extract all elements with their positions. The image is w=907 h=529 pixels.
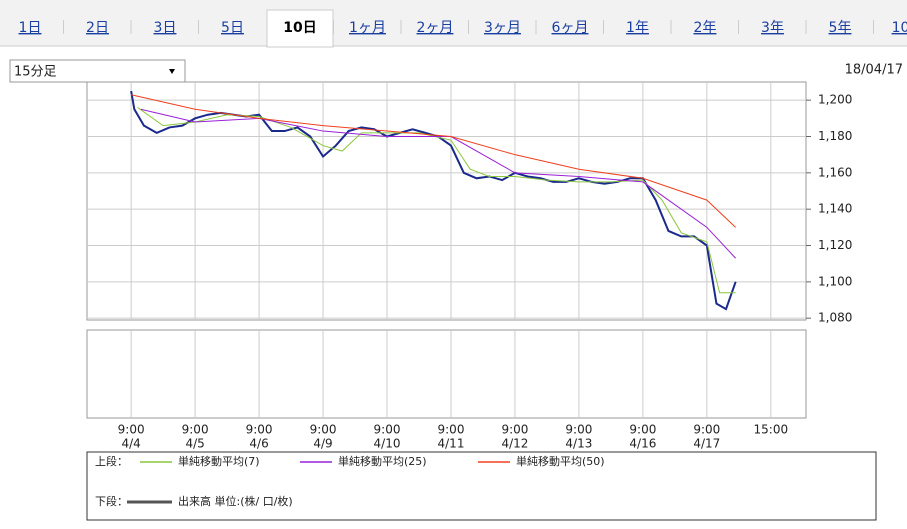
- x-tick-label: 9:00: [118, 423, 145, 437]
- tab[interactable]: 10年: [892, 20, 907, 36]
- legend-label: 単純移動平均(50): [516, 454, 605, 468]
- x-tick-label: 9:00: [501, 423, 528, 437]
- tab[interactable]: 10日: [283, 20, 316, 36]
- tab[interactable]: 3ヶ月: [484, 20, 521, 36]
- x-tick-label: 4/16: [629, 437, 656, 451]
- x-tick-label: 9:00: [438, 423, 465, 437]
- x-tick-label: 9:00: [182, 423, 209, 437]
- x-tick-label: 4/13: [565, 437, 592, 451]
- x-tick-label: 4/12: [501, 437, 528, 451]
- x-tick-label: 9:00: [374, 423, 401, 437]
- y-tick-label: 1,160: [818, 165, 852, 179]
- ma-line: [131, 94, 736, 228]
- x-tick-label: 9:00: [246, 423, 273, 437]
- x-tick-label: 9:00: [629, 423, 656, 437]
- y-tick-label: 1,080: [818, 311, 852, 325]
- legend-group-label: 上段：: [95, 454, 128, 468]
- tab-bar: [0, 0, 907, 46]
- tab[interactable]: 3年: [761, 20, 784, 36]
- tab[interactable]: 2ヶ月: [417, 20, 454, 36]
- x-tick-label: 15:00: [754, 423, 789, 437]
- x-tick-label: 4/5: [185, 437, 204, 451]
- date: 18/04/17: [845, 63, 903, 78]
- legend-group-label: 下段：: [95, 494, 128, 508]
- tab[interactable]: 2日: [86, 20, 109, 36]
- legend-label: 単純移動平均(7): [178, 454, 260, 468]
- x-tick-label: 4/9: [313, 437, 332, 451]
- x-tick-label: 4/4: [121, 437, 140, 451]
- tab[interactable]: 5年: [829, 20, 852, 36]
- tab[interactable]: 6ヶ月: [552, 20, 589, 36]
- tab[interactable]: 1日: [19, 20, 42, 36]
- x-tick-label: 4/6: [249, 437, 268, 451]
- x-tick-label: 4/11: [438, 437, 465, 451]
- x-tick-label: 9:00: [565, 423, 592, 437]
- volume-panel: [86, 329, 807, 419]
- x-tick-label: 9:00: [310, 423, 337, 437]
- dropdown-arrow[interactable]: [169, 69, 175, 74]
- y-tick-label: 1,200: [818, 93, 852, 107]
- x-tick-label: 4/10: [374, 437, 401, 451]
- tab[interactable]: 5日: [221, 20, 244, 36]
- y-tick-label: 1,100: [818, 274, 852, 288]
- tab[interactable]: 1ヶ月: [349, 20, 386, 36]
- y-tick-label: 1,120: [818, 238, 852, 252]
- y-tick-label: 1,140: [818, 202, 852, 216]
- legend-label: 単純移動平均(25): [338, 454, 427, 468]
- legend-label: 出来高 単位:(株/ 口/枚): [178, 494, 293, 508]
- ma-line: [137, 107, 736, 294]
- y-tick-label: 1,180: [818, 129, 852, 143]
- x-tick-label: 4/17: [693, 437, 720, 451]
- tab[interactable]: 2年: [694, 20, 717, 36]
- interval-label[interactable]: 15分足: [14, 65, 57, 80]
- tab[interactable]: 3日: [154, 20, 177, 36]
- x-tick-label: 9:00: [693, 423, 720, 437]
- price-panel: [86, 81, 807, 321]
- legend-box: [86, 451, 877, 521]
- tab-selected: [266, 9, 334, 48]
- tab[interactable]: 1年: [626, 20, 649, 36]
